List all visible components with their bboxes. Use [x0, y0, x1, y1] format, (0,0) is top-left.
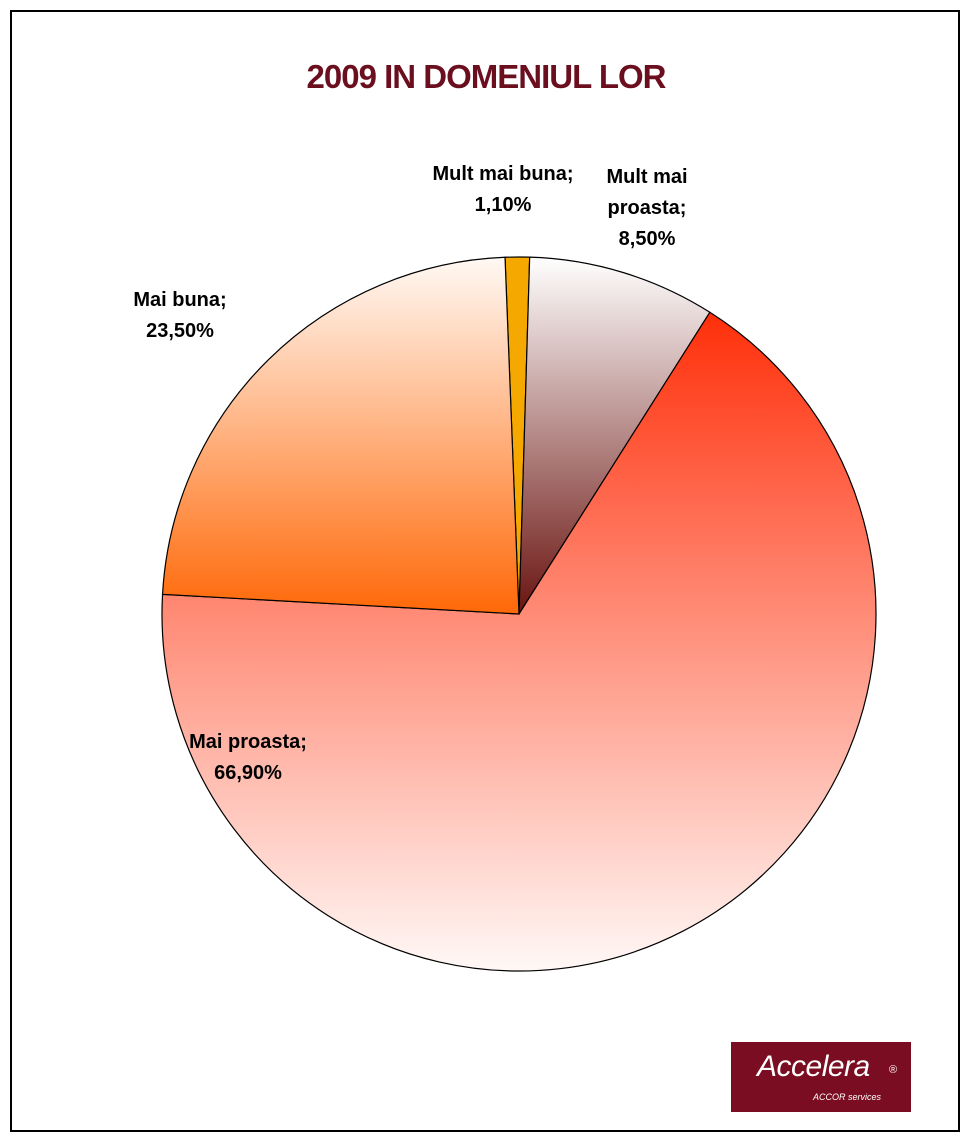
data-label-mai-proasta: Mai proasta; 66,90%	[189, 731, 307, 784]
data-label-mult-mai-buna: Mult mai buna; 1,10%	[432, 163, 573, 216]
pie-slice-mult-mai-proasta	[518, 256, 711, 617]
logo-registered-mark: ®	[889, 1064, 898, 1076]
data-label-mai-buna: Mai buna; 23,50%	[133, 289, 226, 342]
data-label-mult-mai-proasta: Mult mai proasta; 8,50%	[606, 166, 687, 250]
logo-text: Accelera	[757, 1050, 870, 1083]
logo-subtext: ACCOR services	[813, 1092, 882, 1102]
accelera-logo: Accelera ® ACCOR services	[731, 1042, 911, 1112]
pie-slice-mai-proasta	[161, 311, 877, 972]
pie-slice-mai-buna	[161, 256, 520, 615]
chart-title: 2009 IN DOMENIUL LOR	[306, 58, 667, 95]
